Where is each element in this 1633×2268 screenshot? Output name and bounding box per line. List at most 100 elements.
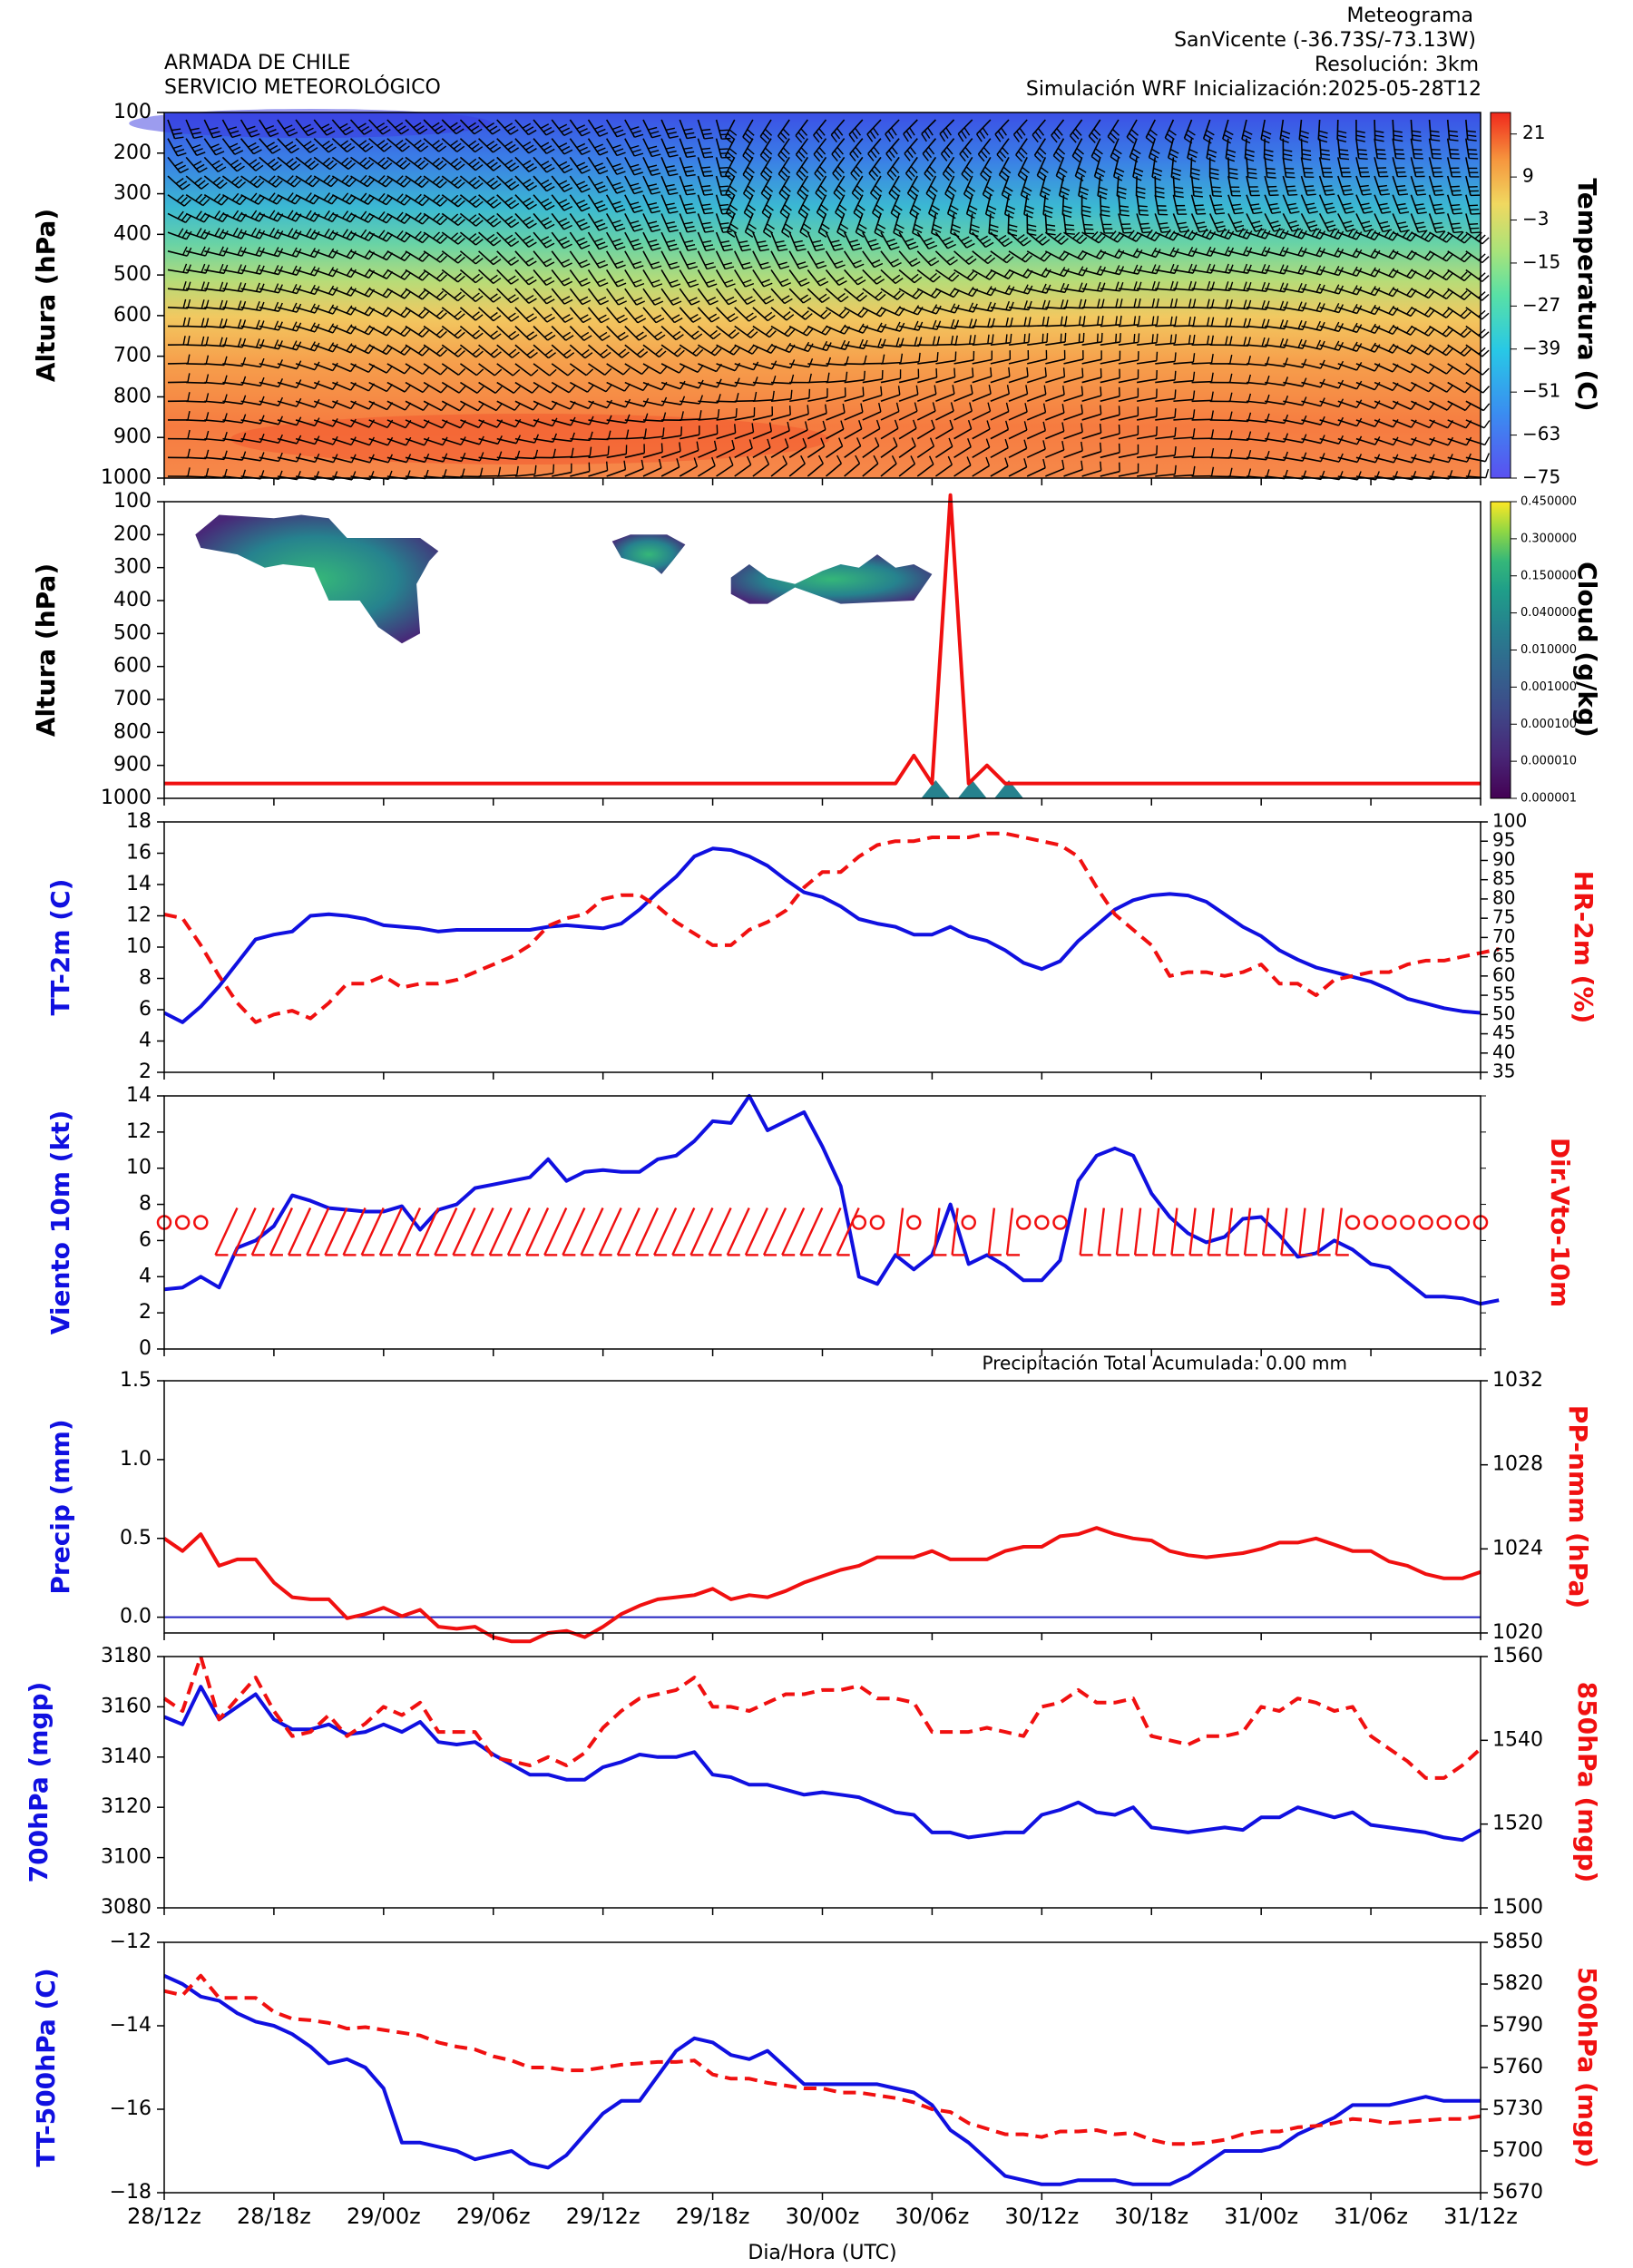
wind-barb-flag [836, 264, 846, 269]
wind-barb-flag [1433, 221, 1442, 225]
wind-barb-flag [692, 347, 700, 355]
wind-barb-flag [1381, 225, 1391, 229]
wind-barb [587, 119, 601, 137]
wind-barb [813, 138, 827, 155]
wind-barb-flag [982, 127, 989, 136]
wind-barb [1039, 175, 1047, 196]
wind-barb-flag [630, 239, 640, 243]
wind-barb-flag [1467, 134, 1477, 137]
wind-barb-flag [631, 186, 641, 191]
wind-barb-flag [468, 214, 477, 221]
wind-barb [295, 231, 315, 240]
wind-barb-flag [404, 272, 412, 280]
wind-barb-flag [1188, 298, 1192, 308]
wind-barb-flag [468, 233, 477, 240]
wind-barb-flag [508, 348, 517, 356]
wind-barb-flag [259, 230, 266, 240]
wind-barb-flag [450, 213, 459, 221]
wind-barb-flag [727, 189, 736, 197]
wind-barb-flag [712, 332, 721, 340]
wind-barb [332, 307, 352, 316]
wind-barb-flag [182, 246, 188, 256]
wind-barb-flag [1243, 299, 1247, 309]
wind-barb-flag [1446, 385, 1453, 393]
wind-barb-flag [838, 227, 847, 234]
wind-barb [1374, 325, 1393, 336]
wind-barb-flag [210, 143, 220, 149]
wind-barb-flag [1042, 421, 1046, 431]
wind-barb-flag [672, 300, 682, 306]
wind-barb-flag [350, 307, 357, 316]
wind-barb-flag [1460, 233, 1468, 241]
y-tick-label: 900 [113, 425, 152, 448]
wind-barb-flag [611, 181, 621, 187]
wind-barb-flag [1324, 202, 1334, 206]
cloud-ylabel: Altura (hPa) [31, 563, 61, 737]
wind-barb-flag [507, 200, 516, 207]
wind-barb-flag [1225, 318, 1228, 327]
x-tick-label: 31/00z [1224, 2204, 1298, 2229]
wind-barb-flag [800, 455, 806, 464]
wind-barb-flag [767, 438, 771, 448]
wind-barb-flag [544, 348, 553, 357]
wind-barb-flag [842, 403, 846, 414]
wind-barb-flag [765, 147, 773, 155]
wind-barb-flag [689, 314, 699, 320]
wind-barb [807, 288, 823, 303]
wind-barb [277, 344, 298, 351]
wind-barb-flag [1146, 229, 1153, 238]
wind-barb-flag [489, 125, 498, 132]
wind-barb-flag [701, 203, 711, 207]
wind-barb-flag [414, 175, 422, 183]
wind-barb-flag [241, 300, 247, 310]
wind-barb-flag [507, 294, 516, 300]
wind-barb [606, 453, 627, 459]
wind-barb [1007, 213, 1010, 234]
wind-barb [569, 307, 584, 324]
wind-barb-flag [745, 189, 754, 197]
wind-barb [885, 138, 900, 154]
wind-barb-flag [607, 415, 612, 425]
wind-barb-flag [1445, 291, 1453, 299]
wind-barb-flag [914, 402, 918, 412]
wind-barb-flag [1225, 298, 1229, 308]
wind-barb-flag [304, 157, 312, 165]
wind-barb-flag [309, 341, 316, 350]
wind-barb [259, 307, 279, 312]
wind-barb-flag [305, 174, 312, 183]
wind-barb-flag [875, 185, 883, 192]
wind-barb [697, 325, 714, 340]
wind-barb [606, 363, 624, 376]
wind-barb-flag [704, 230, 715, 233]
y-tick-label: 3100 [101, 1846, 152, 1869]
wind-barb [697, 119, 705, 140]
wind-barb [1282, 175, 1290, 196]
wind-barb [222, 344, 243, 348]
wind-barb [1392, 381, 1412, 392]
wind-barb [770, 250, 782, 269]
wind-barb [1173, 379, 1194, 384]
wind-barb-flag [400, 269, 407, 279]
wind-barb [1265, 381, 1286, 386]
wind-barb [679, 269, 691, 288]
wind-barb-flag [885, 239, 895, 243]
wind-barb-flag [800, 128, 808, 136]
wind-barb-flag [1270, 207, 1280, 210]
wind-barb-flag [1097, 298, 1100, 308]
wind-barb-flag [690, 300, 700, 306]
wind-barb [332, 269, 352, 279]
wind-barb-flag [1299, 134, 1309, 139]
wind-barb-flag [400, 288, 407, 298]
wind-barb-flag [313, 196, 320, 205]
wind-barb-flag [764, 455, 770, 465]
wind-barb-flag [985, 438, 991, 448]
wind-barb-flag [435, 215, 445, 223]
y-tick-label: 3120 [101, 1795, 152, 1818]
wind-barb [368, 307, 387, 318]
wind-barb-flag [1352, 248, 1358, 257]
wind-barb-flag [795, 154, 803, 162]
wind-barb-flag [1355, 130, 1365, 134]
wind-barb-flag [762, 132, 770, 140]
wind-barb-flag [457, 350, 465, 357]
wind-barb-flag [1290, 210, 1300, 214]
